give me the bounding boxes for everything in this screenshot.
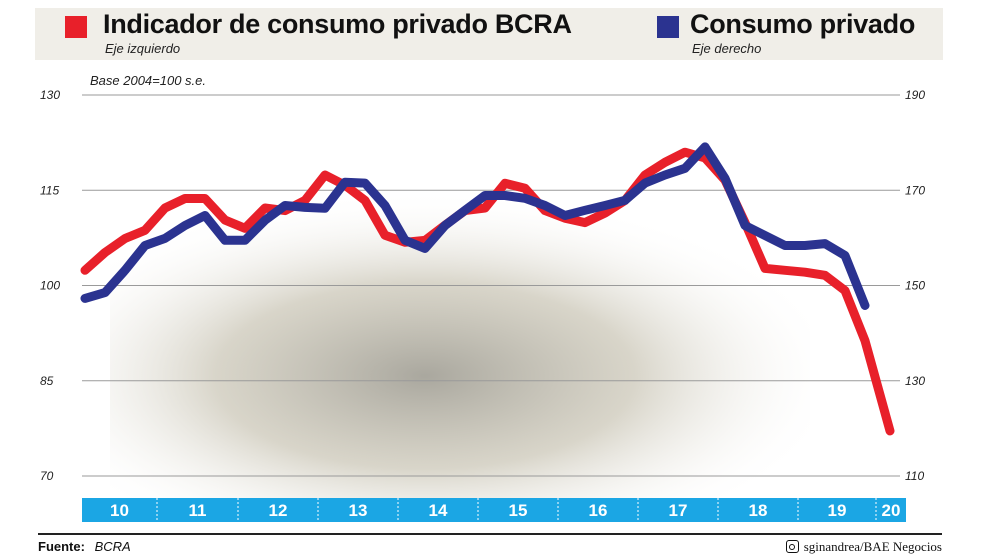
legend-swatch-blue (657, 16, 679, 38)
instagram-icon (785, 540, 799, 553)
y-right-tick-label: 110 (905, 469, 924, 483)
x-tick-label: 14 (429, 501, 448, 520)
x-tick-label: 11 (189, 501, 207, 520)
x-tick-label: 18 (749, 501, 768, 520)
x-tick-label: 19 (828, 501, 847, 520)
x-tick-label: 17 (669, 501, 688, 520)
y-left-tick-label: 130 (40, 88, 60, 102)
legend-label: Indicador de consumo privado BCRA (103, 9, 572, 39)
series-line (80, 142, 870, 310)
y-right-tick-label: 170 (905, 183, 925, 197)
y-right-tick-label: 130 (905, 374, 925, 388)
y-right-tick-label: 150 (905, 279, 925, 293)
credit-text: sginandrea/BAE Negocios (803, 539, 942, 554)
footer-credit: sginandrea/BAE Negocios (785, 539, 942, 555)
source-label: Fuente: (38, 539, 85, 554)
x-axis-band (82, 498, 906, 522)
legend-sublabel: Eje derecho (692, 41, 762, 56)
y-left-tick-label: 85 (40, 374, 54, 388)
x-tick-label: 20 (882, 501, 901, 520)
y-left-tick-label: 70 (40, 469, 54, 483)
footer-divider (38, 533, 942, 535)
x-tick-label: 16 (589, 501, 608, 520)
source-value: BCRA (94, 539, 131, 554)
series-line (80, 147, 895, 436)
x-tick-label: 12 (269, 501, 288, 520)
legend-sublabel: Eje izquierdo (105, 41, 181, 56)
x-tick-label: 13 (349, 501, 368, 520)
y-left-tick-label: 100 (40, 279, 60, 293)
x-tick-label: 10 (110, 501, 129, 520)
footer-source: Fuente: BCRA (38, 539, 131, 554)
y-right-tick-label: 190 (905, 88, 925, 102)
y-left-tick-label: 115 (40, 183, 59, 197)
background-photo (110, 190, 810, 500)
legend-label: Consumo privado (690, 9, 916, 39)
x-tick-label: 15 (509, 501, 528, 520)
legend-swatch-red (65, 16, 87, 38)
base-note: Base 2004=100 s.e. (90, 73, 207, 88)
legend: Indicador de consumo privado BCRA Eje iz… (35, 8, 943, 60)
